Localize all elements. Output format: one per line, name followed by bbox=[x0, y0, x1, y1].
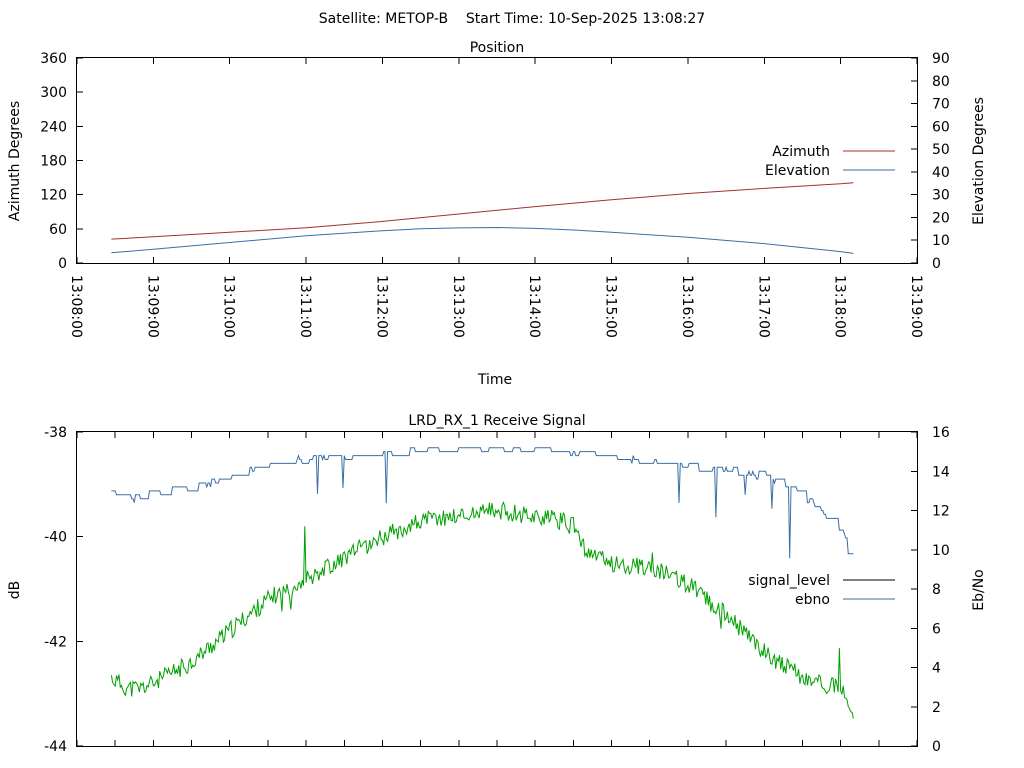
x-tick-label: 13:10:00 bbox=[221, 275, 237, 338]
series-line-ebno bbox=[111, 447, 854, 559]
y-tick-label: -38 bbox=[44, 425, 67, 441]
y-tick-label: 360 bbox=[40, 51, 67, 67]
y2-tick-label: 60 bbox=[932, 119, 950, 135]
y2-tick-label: 10 bbox=[932, 233, 950, 249]
series-line-signal-level bbox=[110, 501, 854, 719]
position-legend: Azimuth Elevation bbox=[765, 144, 895, 179]
series-line-azimuth bbox=[111, 182, 854, 240]
y2-tick-label: 70 bbox=[932, 97, 950, 113]
y-tick-label: 0 bbox=[58, 256, 67, 272]
signal-plot-frame bbox=[76, 431, 918, 747]
figure-title: Satellite: METOP-B Start Time: 10-Sep-20… bbox=[319, 11, 705, 27]
legend-label-azimuth: Azimuth bbox=[772, 144, 830, 160]
y-tick-label: -42 bbox=[44, 634, 67, 650]
y2-tick-label: 0 bbox=[932, 256, 941, 272]
y2-tick-label: 16 bbox=[932, 425, 950, 441]
y2-tick-label: 0 bbox=[932, 739, 941, 755]
signal-y-axis-label: dB bbox=[7, 581, 23, 600]
series-line-elevation bbox=[111, 226, 854, 254]
position-x-axis-label: Time bbox=[477, 372, 512, 388]
x-tick-label: 13:11:00 bbox=[297, 275, 313, 338]
y2-tick-label: 50 bbox=[932, 142, 950, 158]
y2-tick-label: 8 bbox=[932, 582, 941, 598]
x-tick-label: 13:19:00 bbox=[908, 275, 924, 338]
position-y2-axis-label: Elevation Degrees bbox=[971, 97, 987, 225]
y2-tick-label: 30 bbox=[932, 188, 950, 204]
signal-chart: LRD_RX_1 Receive Signal -44 -42 -40 -38 0 2 4 6… bbox=[7, 413, 987, 755]
y-tick-label: 180 bbox=[40, 154, 67, 170]
signal-chart-title: LRD_RX_1 Receive Signal bbox=[408, 413, 585, 429]
y2-tick-label: 6 bbox=[932, 621, 941, 637]
legend-label-elevation: Elevation bbox=[765, 163, 830, 179]
x-tick-label: 13:16:00 bbox=[679, 275, 695, 338]
y2-tick-label: 2 bbox=[932, 700, 941, 716]
y-tick-label: -40 bbox=[44, 530, 67, 546]
signal-legend: signal_level ebno bbox=[748, 573, 895, 608]
y-tick-label: -44 bbox=[44, 739, 67, 755]
y2-tick-label: 20 bbox=[932, 210, 950, 226]
position-y-axis-label: Azimuth Degrees bbox=[7, 101, 23, 221]
y2-tick-label: 14 bbox=[932, 464, 950, 480]
legend-label-ebno: ebno bbox=[795, 592, 830, 608]
y2-tick-label: 12 bbox=[932, 504, 950, 520]
y2-tick-label: 40 bbox=[932, 165, 950, 181]
position-chart-title: Position bbox=[470, 40, 525, 56]
signal-y2-axis-label: Eb/No bbox=[971, 569, 987, 611]
y-tick-label: 300 bbox=[40, 85, 67, 101]
x-tick-label: 13:14:00 bbox=[526, 275, 542, 338]
y-tick-label: 60 bbox=[49, 222, 67, 238]
y2-tick-label: 80 bbox=[932, 74, 950, 90]
y2-tick-label: 4 bbox=[932, 661, 941, 677]
position-plot-frame bbox=[76, 57, 918, 264]
x-tick-label: 13:18:00 bbox=[832, 275, 848, 338]
y2-tick-label: 10 bbox=[932, 543, 950, 559]
x-tick-label: 13:17:00 bbox=[755, 275, 771, 338]
x-tick-label: 13:12:00 bbox=[373, 275, 389, 338]
x-tick-label: 13:15:00 bbox=[603, 275, 619, 338]
x-tick-label: 13:08:00 bbox=[68, 275, 84, 338]
y-tick-label: 120 bbox=[40, 188, 67, 204]
y-tick-label: 240 bbox=[40, 119, 67, 135]
position-chart: Position 0 60 120 180 240 300 360 0 10 20 30 40 50 60… bbox=[7, 40, 987, 388]
x-tick-label: 13:13:00 bbox=[450, 275, 466, 338]
y2-tick-label: 90 bbox=[932, 51, 950, 67]
legend-label-signal-level: signal_level bbox=[748, 573, 830, 589]
x-tick-label: 13:09:00 bbox=[144, 275, 160, 338]
